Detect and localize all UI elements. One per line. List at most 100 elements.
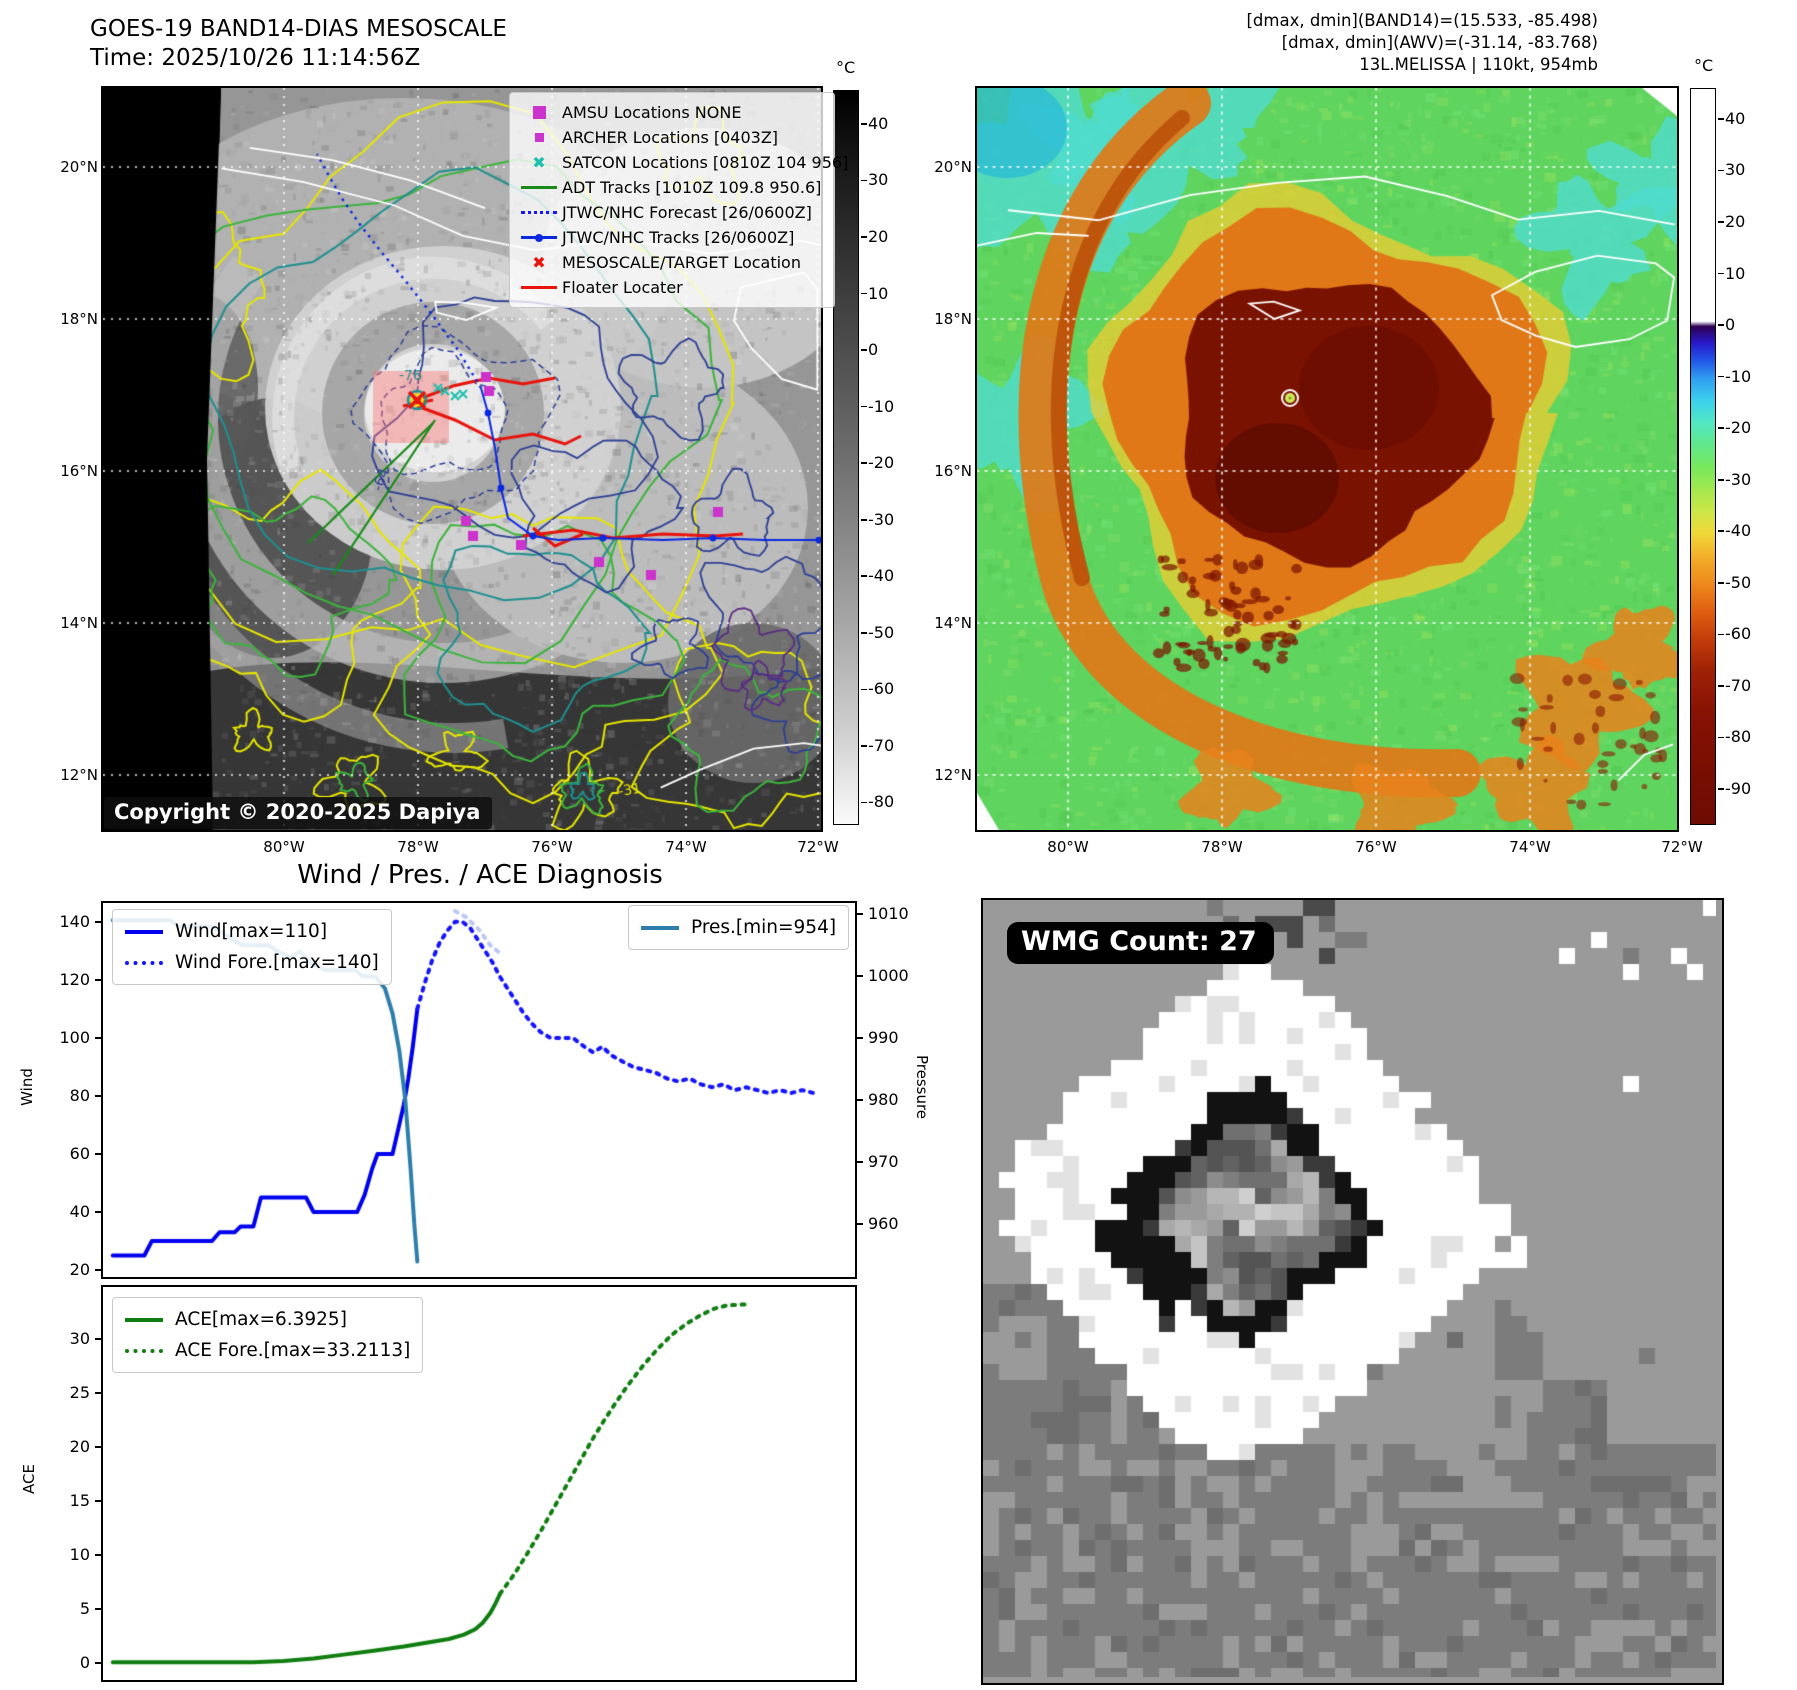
ace-line-sample	[125, 1317, 163, 1322]
windplot-ytick	[95, 978, 103, 982]
ir-cbar-tickmark	[1718, 530, 1724, 533]
windplot-y2ticklabel: 1000	[868, 966, 909, 986]
map-legend-label: MESOSCALE/TARGET Location	[562, 253, 801, 272]
ir-cbar-tickmark	[1718, 375, 1724, 378]
map1-lon-label: 74°W	[665, 838, 707, 856]
map1-lon-label: 72°W	[797, 838, 839, 856]
ace-fore-legend-label: ACE Fore.[max=33.2113]	[175, 1340, 411, 1361]
ir-cbar-ticklabel: 40	[1725, 108, 1746, 128]
map-legend-label: Floater Locater	[562, 278, 683, 297]
ir-cbar-tickmark	[1718, 685, 1724, 687]
x-red-icon: ✖	[532, 252, 546, 272]
map-legend-item: JTWC/NHC Tracks [26/0600Z]	[516, 225, 824, 250]
band14-cbar-tickmark	[861, 236, 867, 238]
windplot-y2tick	[855, 912, 863, 916]
map-legend-item: JTWC/NHC Forecast [26/0600Z]	[516, 200, 824, 225]
map2-lon-label: 74°W	[1509, 838, 1551, 856]
ir-cbar-ticklabel: -40	[1725, 521, 1752, 541]
dotted-blue-icon	[516, 211, 562, 214]
wmg-count-badge: WMG Count: 27	[1007, 922, 1274, 964]
ir-cbar-ticklabel: 30	[1725, 160, 1746, 180]
ace-legend-label: ACE[max=6.3925]	[175, 1309, 347, 1330]
map2-lon-label: 76°W	[1355, 838, 1397, 856]
ace-axis-label: ACE	[19, 1464, 38, 1494]
band14-cbar-tickmark	[861, 462, 867, 464]
x-cyan-icon: ✖	[532, 152, 546, 172]
aceplot-ytick	[95, 1607, 103, 1610]
ir-cbar-ticklabel: -90	[1725, 778, 1752, 798]
band14-cbar-ticklabel: 0	[868, 340, 879, 360]
aceplot-ytick	[95, 1553, 103, 1556]
map2-lon-label: 78°W	[1201, 838, 1243, 856]
map-legend-label: SATCON Locations [0810Z 104 956]	[562, 153, 849, 172]
band14-cbar-tickmark	[861, 518, 867, 521]
windplot-y2ticklabel: 980	[868, 1090, 899, 1110]
windplot-y2ticklabel: 990	[868, 1028, 899, 1048]
aceplot-ytick	[95, 1445, 103, 1448]
windplot-y2tick	[855, 1223, 863, 1226]
ace-fore-legend-row: ACE Fore.[max=33.2113]	[125, 1335, 410, 1366]
pressure-axis-label: Pressure	[913, 1054, 932, 1120]
map1-lat-label: 20°N	[60, 158, 98, 176]
aceplot-yticklabel: 15	[69, 1490, 90, 1510]
pres-legend-label: Pres.[min=954]	[691, 917, 837, 938]
band14-cbar-ticklabel: -60	[868, 679, 895, 699]
windplot-ytick	[95, 1094, 103, 1098]
windplot-y2ticklabel: 970	[868, 1152, 899, 1172]
map2-lat-label: 14°N	[934, 614, 972, 632]
windplot-yticklabel: 60	[69, 1143, 90, 1163]
ir-cbar-ticklabel: 20	[1725, 212, 1746, 231]
ir-cbar-tickmark	[1718, 736, 1724, 739]
map-legend-item: ADT Tracks [1010Z 109.8 950.6]	[516, 175, 824, 200]
windplot-yticklabel: 140	[59, 911, 90, 931]
ir-cbar-tickmark	[1718, 118, 1724, 120]
windplot-yticklabel: 40	[69, 1202, 90, 1221]
ir-cbar-tickmark	[1718, 582, 1724, 584]
wind-line-sample	[125, 929, 163, 934]
wind-legend-label: Wind[max=110]	[175, 921, 328, 942]
windplot-y2ticklabel: 960	[868, 1214, 899, 1234]
wind-legend-row: Wind[max=110]	[125, 916, 379, 947]
band14-cbar-tickmark	[861, 801, 867, 804]
aceplot-ytick	[95, 1337, 103, 1340]
ir-satellite-image	[977, 88, 1677, 830]
map-legend-item: Floater Locater	[516, 275, 824, 300]
band14-cbar-tickmark	[861, 632, 867, 634]
ir-cbar-tickmark	[1718, 478, 1724, 481]
map-legend-label: ADT Tracks [1010Z 109.8 950.6]	[562, 178, 822, 197]
line-dot-blue-icon	[516, 233, 562, 242]
band14-cbar-ticklabel: -40	[868, 566, 895, 586]
map2-lon-label: 72°W	[1661, 838, 1703, 856]
ir-header-band14: [dmax, dmin](BAND14)=(15.533, -85.498)	[1246, 11, 1598, 30]
ace-fore-line-sample	[125, 1348, 163, 1353]
map1-lon-label: 80°W	[263, 838, 305, 856]
band14-cbar-ticklabel: -10	[868, 396, 895, 416]
band14-cbar-ticklabel: -70	[868, 735, 895, 755]
map2-lat-label: 20°N	[934, 158, 972, 176]
band14-cbar-tickmark	[861, 123, 867, 125]
aceplot-ytick	[95, 1661, 103, 1664]
band14-cbar-ticklabel: 40	[868, 113, 889, 133]
band14-cbar-tickmark	[861, 405, 867, 408]
windplot-y2ticklabel: 1010	[868, 904, 909, 924]
band14-map-legend: AMSU Locations NONE ARCHER Locations [040…	[509, 92, 848, 308]
ir-cbar-ticklabel: -10	[1725, 366, 1752, 386]
ir-header-awv: [dmax, dmin](AWV)=(-31.14, -83.768)	[1281, 33, 1598, 52]
windplot-yticklabel: 120	[59, 969, 90, 989]
windplot-yticklabel: 20	[69, 1260, 90, 1280]
aceplot-yticklabel: 0	[79, 1652, 90, 1672]
aceplot-yticklabel: 10	[69, 1544, 90, 1564]
line-green-icon	[516, 186, 562, 189]
pres-line-sample	[641, 925, 679, 930]
band14-time: Time: 2025/10/26 11:14:56Z	[90, 45, 421, 71]
map2-lat-label: 16°N	[934, 462, 972, 480]
aceplot-ytick	[95, 1391, 103, 1394]
map-legend-label: AMSU Locations NONE	[562, 103, 742, 122]
square-magenta-large-icon	[516, 106, 562, 119]
diagnosis-title: Wind / Pres. / ACE Diagnosis	[297, 860, 663, 890]
aceplot-yticklabel: 5	[79, 1598, 90, 1618]
band14-colorbar	[833, 90, 859, 825]
ir-cbar-tickmark	[1718, 788, 1724, 790]
aceplot-yticklabel: 25	[69, 1382, 90, 1402]
